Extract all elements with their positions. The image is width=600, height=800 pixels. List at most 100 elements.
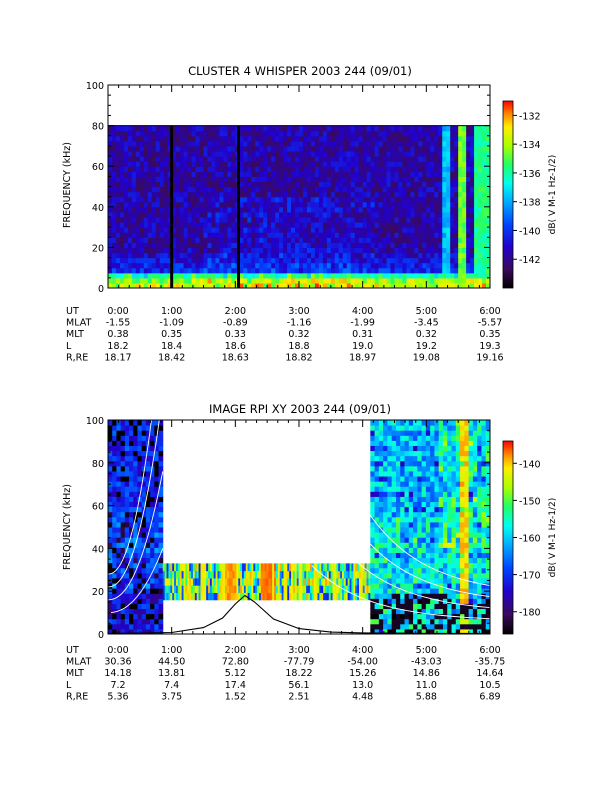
whisper-cell bbox=[410, 176, 415, 183]
whisper-cell bbox=[271, 171, 276, 177]
whisper-cell bbox=[358, 125, 364, 132]
whisper-cell bbox=[151, 176, 157, 183]
whisper-cell bbox=[386, 237, 392, 243]
whisper-cell bbox=[418, 196, 423, 203]
whisper-cell bbox=[163, 262, 169, 269]
rpi-cell bbox=[192, 585, 196, 593]
rpi-cell bbox=[374, 481, 380, 487]
whisper-cell bbox=[374, 282, 380, 288]
whisper-cell bbox=[227, 267, 232, 274]
whisper-cell bbox=[306, 201, 312, 208]
whisper-cell bbox=[203, 272, 209, 279]
whisper-cell bbox=[350, 186, 356, 193]
whisper-cell bbox=[410, 262, 415, 269]
whisper-cell bbox=[135, 171, 141, 177]
whisper-cell bbox=[366, 186, 372, 193]
whisper-cell bbox=[271, 216, 276, 223]
rpi-cell bbox=[150, 491, 155, 497]
whisper-cell bbox=[135, 272, 141, 279]
whisper-cell bbox=[322, 272, 328, 279]
whisper-cell bbox=[299, 201, 304, 208]
whisper-cell bbox=[203, 237, 209, 243]
whisper-cell bbox=[211, 150, 217, 157]
rpi-cell bbox=[133, 435, 138, 441]
whisper-cell bbox=[382, 216, 388, 223]
whisper-cell bbox=[135, 130, 141, 137]
rpi-cell bbox=[232, 577, 235, 586]
whisper-cell bbox=[438, 272, 443, 279]
whisper-cell bbox=[366, 272, 372, 279]
whisper-cell bbox=[414, 191, 419, 198]
whisper-cell bbox=[155, 191, 161, 198]
rpi-cell bbox=[370, 450, 376, 457]
whisper-cell bbox=[454, 211, 459, 218]
whisper-cell bbox=[275, 272, 280, 279]
whisper-cell bbox=[414, 135, 419, 142]
whisper-cell bbox=[350, 196, 356, 203]
rpi-cell bbox=[249, 585, 252, 593]
rpi-cell bbox=[150, 420, 155, 426]
whisper-cell bbox=[462, 262, 467, 269]
whisper-cell bbox=[410, 277, 415, 284]
whisper-cell bbox=[231, 145, 236, 152]
whisper-cell bbox=[454, 282, 459, 288]
whisper-cell bbox=[283, 232, 288, 238]
rpi-cell bbox=[332, 577, 335, 586]
rpi-cell bbox=[145, 613, 151, 620]
whisper-cell bbox=[139, 247, 145, 254]
rpi-cell bbox=[133, 440, 138, 446]
whisper-cell bbox=[350, 201, 356, 208]
whisper-cell bbox=[187, 216, 193, 223]
rpi-cell bbox=[326, 570, 330, 579]
whisper-cell bbox=[414, 227, 419, 233]
whisper-cell bbox=[402, 242, 408, 248]
whisper-cell bbox=[378, 201, 384, 208]
whisper-cell bbox=[191, 267, 197, 274]
rpi-cell bbox=[154, 577, 160, 584]
rpi-cell bbox=[351, 563, 354, 572]
whisper-cell bbox=[402, 237, 408, 243]
whisper-panel: CLUSTER 4 WHISPER 2003 244 (09/01) FREQU… bbox=[62, 64, 558, 363]
whisper-cell bbox=[227, 237, 232, 243]
whisper-cell bbox=[422, 282, 427, 288]
whisper-cell bbox=[191, 161, 197, 167]
whisper-cell bbox=[394, 191, 400, 198]
rpi-cell bbox=[391, 506, 397, 513]
rpi-cell bbox=[391, 516, 397, 523]
whisper-cell bbox=[195, 130, 201, 137]
whisper-cell bbox=[366, 135, 372, 142]
whisper-cell bbox=[390, 282, 396, 288]
whisper-cell bbox=[394, 186, 400, 193]
whisper-cell bbox=[255, 150, 260, 157]
whisper-cell bbox=[466, 252, 471, 259]
rpi-cell bbox=[185, 563, 188, 572]
rpi-cell bbox=[120, 455, 126, 462]
rpi-cell bbox=[309, 563, 313, 572]
whisper-cell bbox=[426, 186, 431, 193]
whisper-cell bbox=[295, 156, 300, 162]
whisper-cell bbox=[275, 166, 280, 172]
whisper-cell bbox=[362, 222, 368, 228]
rpi-cell bbox=[120, 537, 126, 543]
whisper-cell bbox=[119, 166, 125, 172]
rpi-cell bbox=[213, 577, 217, 586]
rpi-cell bbox=[236, 585, 239, 593]
whisper-cell bbox=[219, 242, 224, 248]
whisper-cell bbox=[370, 267, 376, 274]
rpi-cell bbox=[383, 450, 388, 457]
whisper-ephem-value: 0.33 bbox=[225, 329, 246, 340]
whisper-cell bbox=[223, 150, 228, 157]
whisper-cell bbox=[446, 211, 451, 218]
rpi-cell bbox=[387, 455, 393, 462]
whisper-cell bbox=[414, 206, 419, 213]
whisper-cell bbox=[151, 196, 157, 203]
rpi-cell bbox=[425, 537, 431, 543]
whisper-cell bbox=[394, 166, 400, 172]
whisper-cell bbox=[354, 252, 360, 259]
whisper-cell bbox=[151, 242, 157, 248]
whisper-cell bbox=[295, 196, 300, 203]
whisper-cell bbox=[362, 150, 368, 157]
rpi-cell bbox=[391, 623, 397, 630]
whisper-cell bbox=[418, 232, 423, 238]
whisper-cell bbox=[302, 277, 308, 284]
